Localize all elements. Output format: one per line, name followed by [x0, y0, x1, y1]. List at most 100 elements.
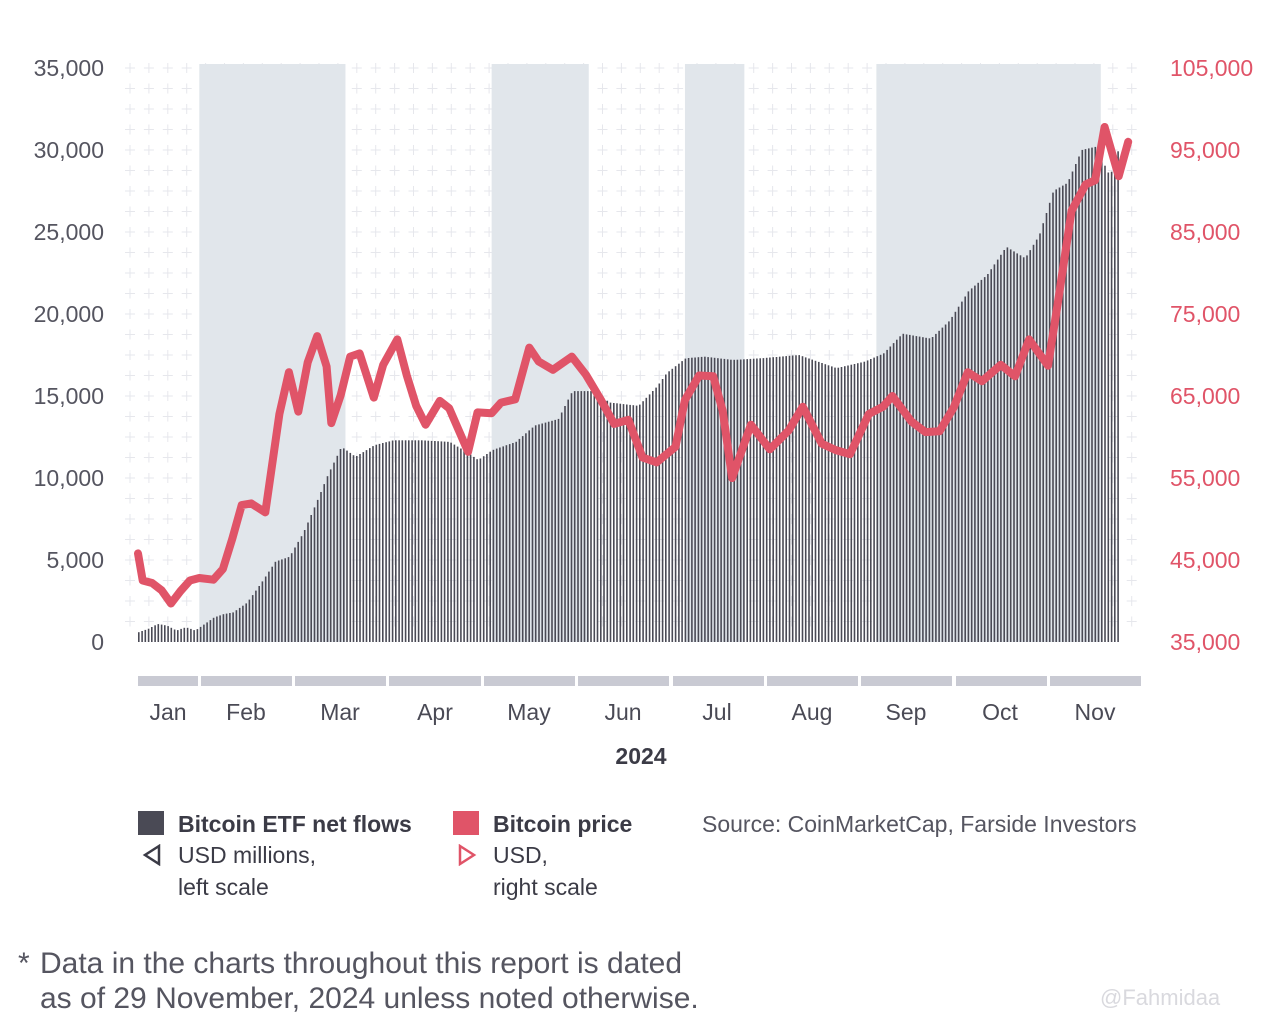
grid-mark — [597, 63, 608, 73]
right-axis-tick-label: 105,000 — [1170, 55, 1253, 81]
grid-mark — [597, 165, 608, 176]
etf-flow-bar — [957, 306, 960, 642]
etf-flow-bar — [469, 454, 472, 642]
grid-mark — [446, 329, 457, 340]
grid-mark — [786, 83, 797, 94]
grid-mark — [597, 350, 608, 360]
grid-mark — [408, 596, 419, 606]
grid-mark — [408, 432, 419, 442]
grid-mark — [843, 186, 854, 196]
grid-mark — [125, 329, 135, 340]
etf-flow-bar — [157, 624, 160, 642]
etf-flow-bar — [1084, 149, 1087, 642]
etf-flow-bar — [658, 383, 661, 642]
etf-flow-bar — [336, 455, 339, 642]
etf-flow-bar — [909, 334, 911, 642]
grid-mark — [1126, 596, 1137, 606]
grid-mark — [408, 575, 419, 586]
etf-flow-bar — [814, 360, 817, 642]
grid-mark — [389, 247, 400, 258]
left-axis-tick-label: 5,000 — [46, 547, 104, 573]
grid-mark — [786, 391, 797, 401]
grid-mark — [673, 186, 684, 196]
grid-mark — [862, 309, 873, 319]
grid-mark — [1107, 534, 1118, 545]
grid-mark — [446, 288, 457, 299]
etf-flow-bar — [749, 358, 752, 642]
grid-mark — [446, 247, 457, 258]
grid-mark — [351, 63, 362, 73]
grid-mark — [162, 473, 173, 483]
etf-flow-bar — [671, 368, 674, 642]
grid-mark — [654, 227, 665, 237]
etf-flow-bar — [863, 361, 866, 642]
etf-flow-bar — [329, 469, 332, 642]
etf-flow-bar — [918, 336, 921, 642]
grid-mark — [1126, 452, 1137, 463]
etf-flow-bar — [378, 443, 381, 642]
etf-flow-bar — [665, 374, 667, 642]
etf-flow-bar — [258, 586, 260, 642]
grid-mark — [1107, 432, 1118, 442]
grid-mark — [408, 165, 419, 176]
etf-flow-bar — [912, 335, 914, 642]
grid-mark — [805, 104, 816, 114]
etf-flow-bar — [395, 440, 397, 642]
grid-mark — [786, 247, 797, 258]
etf-flow-bar — [476, 459, 478, 642]
etf-flow-bar — [512, 443, 514, 642]
grid-mark — [1126, 186, 1137, 196]
etf-flow-bar — [160, 624, 163, 642]
grid-mark — [748, 186, 759, 196]
legend-price-scale: right scale — [493, 874, 598, 900]
grid-mark — [162, 186, 173, 196]
grid-mark — [181, 124, 192, 135]
grid-mark — [673, 288, 684, 299]
grid-mark — [1107, 575, 1118, 586]
etf-flow-bar — [590, 391, 592, 642]
grid-mark — [143, 555, 154, 565]
etf-flow-bar — [277, 560, 280, 642]
grid-mark — [748, 227, 759, 237]
etf-flow-bar — [606, 400, 609, 642]
grid-mark — [748, 247, 759, 258]
etf-flow-bar — [303, 530, 306, 642]
etf-flow-bars — [138, 146, 1119, 643]
etf-flow-bar — [782, 356, 784, 642]
grid-mark — [616, 391, 627, 401]
etf-flow-bar — [544, 422, 547, 642]
etf-flow-bar — [1110, 171, 1113, 642]
etf-flow-bar — [697, 357, 700, 642]
etf-flow-bar — [730, 359, 732, 642]
grid-mark — [408, 350, 419, 360]
etf-flow-bar — [1117, 151, 1119, 643]
grid-mark — [351, 268, 362, 278]
etf-flow-bar — [694, 357, 696, 642]
legend-price-swatch — [453, 811, 479, 835]
etf-flow-bar — [1006, 247, 1009, 642]
grid-mark — [862, 329, 873, 340]
grid-mark — [125, 596, 135, 606]
grid-mark — [616, 350, 627, 360]
etf-flow-bar — [538, 424, 540, 642]
etf-flow-bar — [795, 355, 797, 642]
etf-flow-bar — [609, 402, 612, 642]
etf-flow-bar — [404, 440, 407, 642]
etf-flow-bar — [369, 448, 371, 642]
etf-flow-bar — [769, 357, 771, 642]
etf-flow-bar — [203, 624, 205, 642]
grid-mark — [654, 288, 665, 299]
etf-flow-bar — [255, 590, 257, 642]
grid-mark — [1126, 165, 1137, 176]
month-label: Apr — [417, 699, 453, 725]
grid-mark — [125, 309, 135, 319]
grid-mark — [162, 227, 173, 237]
grid-mark — [143, 514, 154, 524]
grid-mark — [748, 63, 759, 73]
grid-mark — [635, 165, 646, 176]
etf-flow-bar — [1081, 149, 1084, 642]
grid-mark — [408, 124, 419, 135]
grid-mark — [389, 83, 400, 94]
grid-mark — [1126, 206, 1137, 217]
grid-mark — [805, 186, 816, 196]
